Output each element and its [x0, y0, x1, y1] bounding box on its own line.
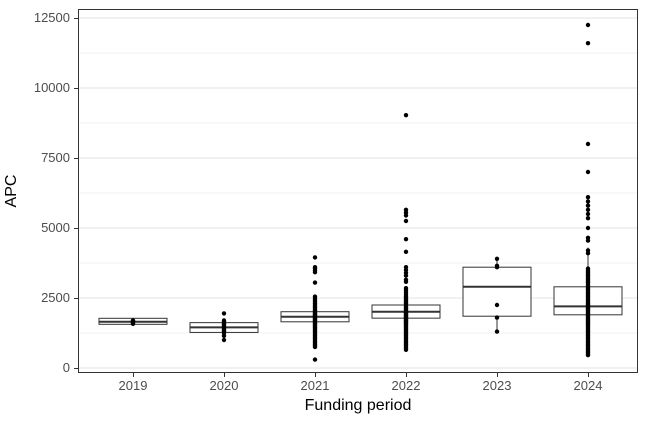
data-point: [221, 333, 227, 338]
y-tick-mark: [74, 158, 78, 159]
data-point: [585, 141, 591, 147]
x-tick-label: 2019: [118, 378, 148, 393]
x-tick-mark: [133, 373, 134, 377]
x-tick-mark: [406, 373, 407, 377]
data-point: [585, 207, 591, 212]
y-tick-label: 7500: [41, 150, 70, 165]
data-point: [221, 337, 227, 343]
data-point: [312, 344, 318, 350]
box-iqr: [462, 266, 532, 317]
data-point: [585, 211, 591, 217]
y-tick-mark: [74, 18, 78, 19]
x-tick-label: 2024: [573, 378, 603, 393]
plot-area-svg: [79, 17, 637, 369]
y-tick-mark: [74, 298, 78, 299]
y-tick-label: 0: [62, 360, 70, 375]
data-point: [221, 311, 227, 316]
y-tick-label: 2500: [41, 290, 70, 305]
x-tick-label: 2020: [209, 378, 239, 393]
data-point: [585, 225, 591, 231]
data-point: [585, 199, 591, 204]
data-point: [494, 302, 500, 308]
data-point: [585, 352, 591, 358]
y-tick-label: 5000: [41, 220, 70, 235]
data-point: [494, 329, 500, 334]
plot-panel: [78, 9, 638, 373]
data-point: [403, 213, 409, 218]
data-point: [403, 218, 409, 224]
data-point: [403, 273, 409, 278]
y-tick-mark: [74, 88, 78, 89]
x-tick-label: 2022: [391, 378, 421, 393]
x-axis-title: Funding period: [304, 397, 412, 414]
x-tick-label: 2023: [482, 378, 512, 393]
y-tick-label: 10000: [33, 80, 70, 95]
y-tick-mark: [74, 228, 78, 229]
data-point: [585, 41, 591, 46]
data-point: [494, 256, 500, 261]
data-point: [494, 315, 500, 320]
data-point: [403, 347, 409, 352]
data-point: [312, 255, 318, 260]
data-point: [585, 251, 591, 256]
data-point: [585, 216, 591, 221]
x-tick-label: 2021: [300, 378, 330, 393]
y-tick-mark: [74, 368, 78, 369]
x-tick-mark: [588, 373, 589, 377]
data-point: [585, 203, 591, 208]
x-tick-mark: [224, 373, 225, 377]
data-point: [403, 237, 409, 242]
data-point: [585, 195, 591, 200]
data-point: [494, 265, 500, 270]
y-tick-label: 12500: [33, 10, 70, 25]
data-point: [312, 357, 318, 362]
data-point: [312, 280, 318, 285]
data-point: [585, 238, 591, 243]
x-tick-mark: [315, 373, 316, 377]
x-tick-mark: [497, 373, 498, 377]
data-point: [312, 270, 318, 275]
data-point: [130, 318, 136, 323]
data-point: [585, 22, 591, 28]
data-point: [403, 279, 409, 284]
data-point: [585, 169, 591, 175]
data-point: [403, 112, 409, 118]
data-point: [403, 249, 409, 254]
